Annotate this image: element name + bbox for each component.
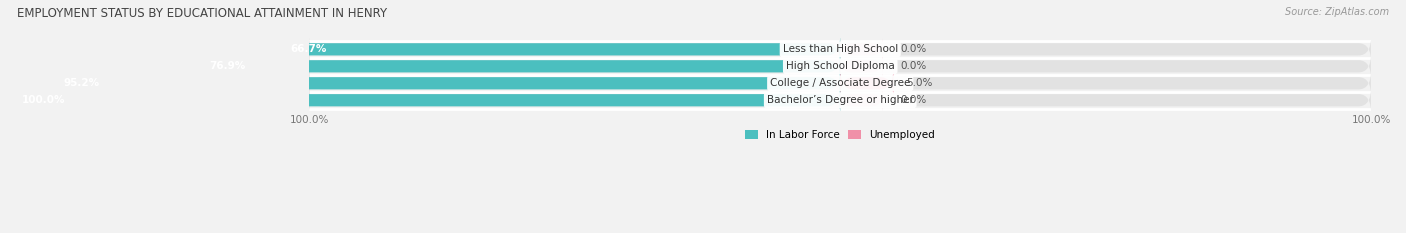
Text: Source: ZipAtlas.com: Source: ZipAtlas.com xyxy=(1285,7,1389,17)
Legend: In Labor Force, Unemployed: In Labor Force, Unemployed xyxy=(741,126,939,144)
Text: 100.0%: 100.0% xyxy=(22,95,65,105)
Text: 95.2%: 95.2% xyxy=(63,78,100,88)
FancyBboxPatch shape xyxy=(0,86,841,114)
Text: 76.9%: 76.9% xyxy=(209,61,246,71)
FancyBboxPatch shape xyxy=(309,69,1371,98)
Text: College / Associate Degree: College / Associate Degree xyxy=(770,78,911,88)
Text: High School Diploma: High School Diploma xyxy=(786,61,894,71)
FancyBboxPatch shape xyxy=(309,35,1371,64)
Text: Less than High School: Less than High School xyxy=(783,44,898,54)
Text: 0.0%: 0.0% xyxy=(901,44,927,54)
Text: 5.0%: 5.0% xyxy=(905,78,932,88)
FancyBboxPatch shape xyxy=(24,52,841,81)
FancyBboxPatch shape xyxy=(132,35,841,64)
Text: 66.7%: 66.7% xyxy=(291,44,328,54)
FancyBboxPatch shape xyxy=(841,55,883,77)
FancyBboxPatch shape xyxy=(309,86,1371,114)
FancyBboxPatch shape xyxy=(841,38,883,60)
Text: Bachelor’s Degree or higher: Bachelor’s Degree or higher xyxy=(766,95,914,105)
FancyBboxPatch shape xyxy=(309,52,1371,81)
FancyBboxPatch shape xyxy=(841,89,883,111)
Text: EMPLOYMENT STATUS BY EDUCATIONAL ATTAINMENT IN HENRY: EMPLOYMENT STATUS BY EDUCATIONAL ATTAINM… xyxy=(17,7,387,20)
Text: 0.0%: 0.0% xyxy=(901,95,927,105)
FancyBboxPatch shape xyxy=(0,69,841,98)
Text: 0.0%: 0.0% xyxy=(901,61,927,71)
FancyBboxPatch shape xyxy=(841,69,893,98)
